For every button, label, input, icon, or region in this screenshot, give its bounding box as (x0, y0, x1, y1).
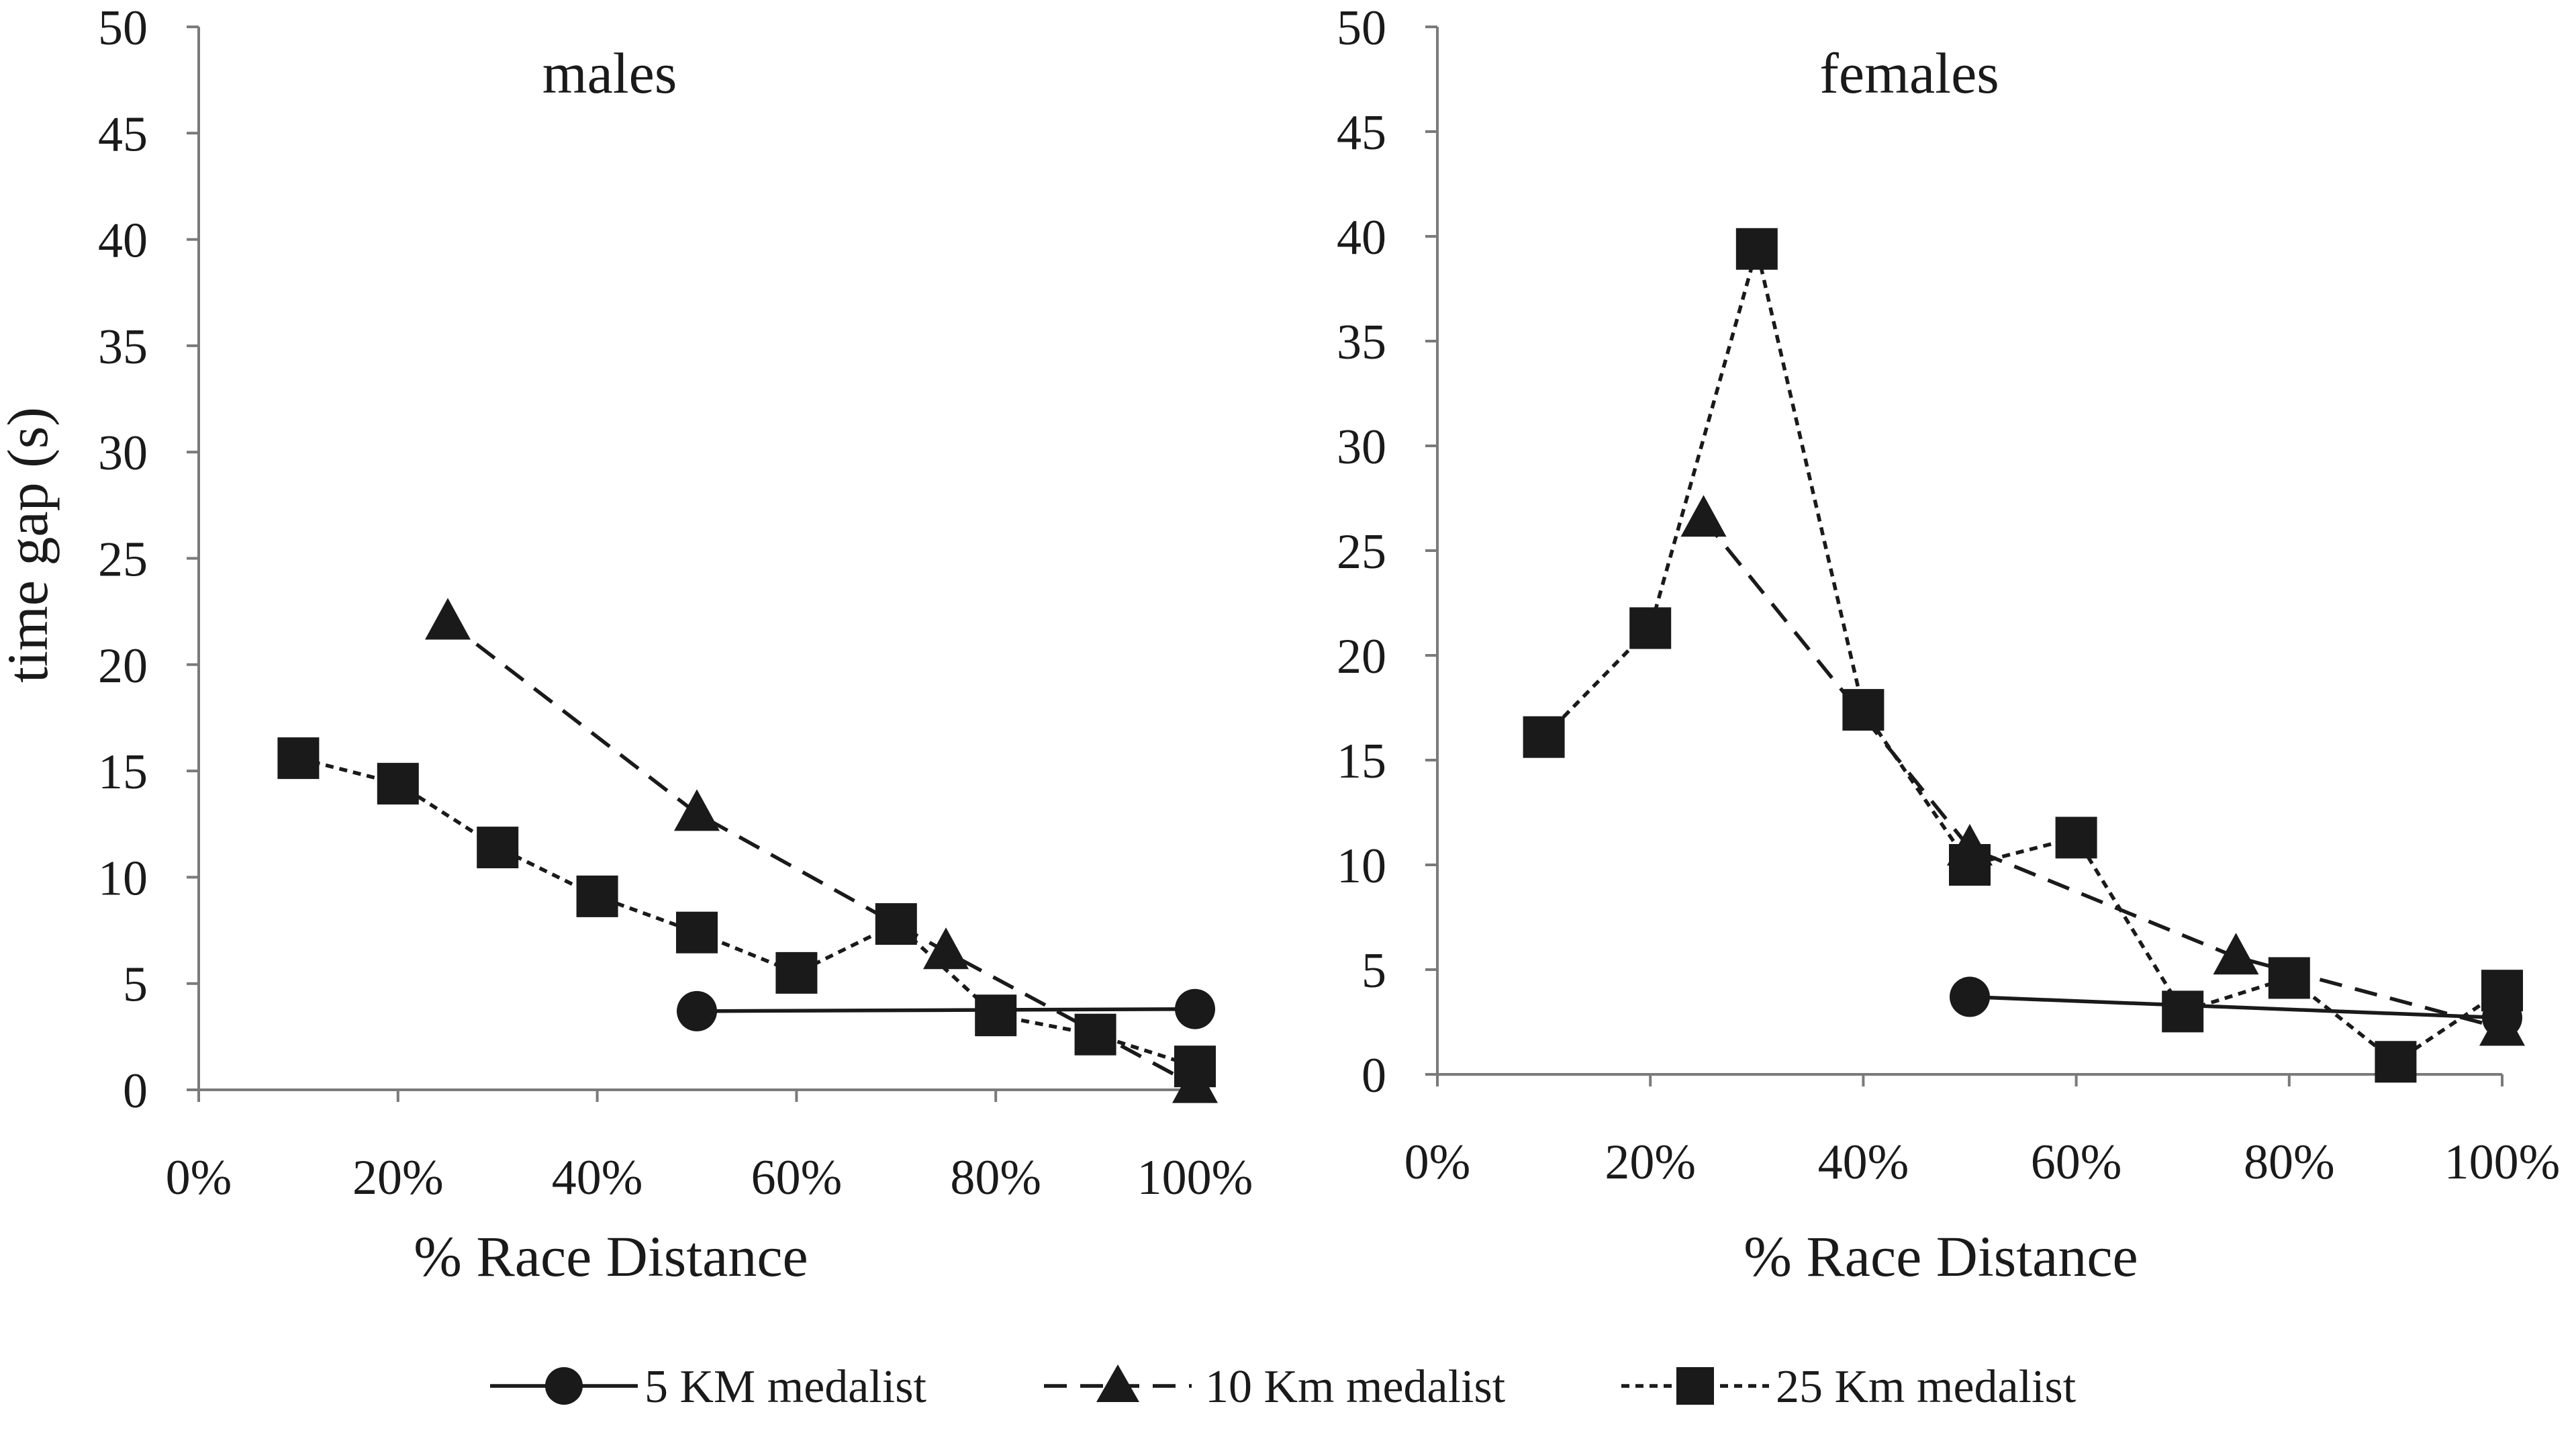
females-panel-title: females (1819, 41, 1999, 105)
males-y-tick-label: 10 (98, 851, 148, 906)
males-x-tick-label: 80% (950, 1150, 1041, 1205)
females-point-25km (2162, 990, 2204, 1033)
females-point-5km (1950, 976, 1990, 1017)
females-point-25km (1949, 844, 1991, 886)
males-point-25km (1174, 1045, 1216, 1088)
males-y-tick-label: 25 (98, 532, 148, 588)
females-point-25km (1735, 228, 1778, 270)
males-point-10km (923, 927, 969, 970)
legend-item-5km: 5 KM medalist (490, 1361, 927, 1413)
males-y-tick-label: 50 (98, 1, 148, 56)
males-y-tick-label: 0 (123, 1064, 148, 1119)
females-y-tick-label: 25 (1337, 524, 1386, 579)
males-series-5km-line (696, 1007, 1196, 1013)
females-point-10km (1680, 495, 1727, 537)
males-x-axis-title: % Race Distance (414, 1224, 808, 1289)
females-y-tick-label: 20 (1337, 629, 1386, 684)
males-point-10km (425, 598, 471, 640)
males-y-tick-label: 5 (123, 958, 148, 1013)
females-point-25km (2375, 1041, 2417, 1083)
legend: 5 KM medalist 10 Km medalist 25 Km medal… (490, 1361, 2077, 1413)
males-point-25km (277, 737, 320, 780)
females-point-10km (2479, 1004, 2525, 1046)
legend-circle-marker (545, 1367, 583, 1405)
females-x-tick-label: 60% (2031, 1135, 2122, 1190)
males-point-25km (477, 827, 519, 869)
males-point-25km (1074, 1013, 1116, 1056)
females-y-tick-label: 0 (1362, 1048, 1386, 1103)
males-y-tick-label: 45 (98, 107, 148, 162)
y-axis-title: time gap (s) (0, 407, 60, 683)
females-series-10km-line (1702, 518, 2503, 1031)
males-x-tick-label: 20% (352, 1150, 444, 1205)
males-point-5km (677, 990, 717, 1031)
females-point-10km (2213, 933, 2259, 975)
females-point-25km (2481, 970, 2523, 1012)
females-y-tick-label: 30 (1337, 420, 1386, 475)
males-y-tick-label: 15 (98, 745, 148, 800)
legend-item-25km: 25 Km medalist (1621, 1361, 2077, 1413)
females-point-25km (1842, 689, 1885, 731)
legend-triangle-marker (1096, 1364, 1139, 1402)
females-y-tick-label: 15 (1337, 734, 1386, 789)
females-series-5km-line (1969, 994, 2503, 1020)
females-y-tick-label: 45 (1337, 105, 1386, 160)
females-point-25km (1629, 607, 1672, 649)
females-point-25km (1523, 716, 1565, 758)
males-panel-title: males (542, 41, 677, 105)
females-y-tick-label: 40 (1337, 210, 1386, 265)
females-y-tick-label: 10 (1337, 839, 1386, 894)
females-x-axis-title: % Race Distance (1744, 1224, 2138, 1289)
males-point-25km (377, 763, 419, 805)
males-x-tick-label: 60% (751, 1150, 843, 1205)
males-point-25km (775, 951, 818, 994)
males-x-tick-label: 40% (552, 1150, 643, 1205)
females-y-tick-label: 35 (1337, 315, 1386, 370)
males-series-25km-line (297, 756, 1196, 1068)
males-point-5km (1175, 988, 1215, 1029)
females-x-tick-label: 100% (2444, 1135, 2561, 1190)
females-y-tick-label: 5 (1362, 943, 1386, 998)
males-point-10km (674, 789, 720, 831)
females-x-tick-label: 20% (1605, 1135, 1696, 1190)
males-y-tick-label: 35 (98, 320, 148, 375)
legend-label-5km: 5 KM medalist (645, 1361, 927, 1413)
males-point-25km (576, 875, 618, 917)
males-series-10km-line (446, 620, 1196, 1088)
males-point-25km (875, 903, 917, 945)
females-point-25km (2268, 957, 2310, 999)
males-y-tick-label: 20 (98, 639, 148, 694)
females-point-25km (2055, 817, 2097, 859)
females-y-tick-label: 50 (1337, 1, 1386, 56)
males-panel: males % Race Distance time gap (s) 0 5 10 1… (0, 1, 1253, 1289)
females-x-tick-label: 40% (1818, 1135, 1909, 1190)
legend-label-25km: 25 Km medalist (1776, 1361, 2077, 1413)
males-x-tick-label: 0% (166, 1150, 232, 1205)
males-y-tick-label: 30 (98, 426, 148, 481)
females-x-tick-label: 80% (2244, 1135, 2335, 1190)
legend-square-marker (1676, 1367, 1714, 1405)
females-panel: females % Race Distance 0 5 10 15 20 25 30 35 40… (1337, 1, 2560, 1289)
males-x-tick-label: 100% (1137, 1150, 1253, 1205)
females-series-25km-line (1542, 248, 2503, 1064)
females-x-tick-label: 0% (1404, 1135, 1471, 1190)
legend-item-10km: 10 Km medalist (1044, 1361, 1506, 1413)
legend-label-10km: 10 Km medalist (1205, 1361, 1506, 1413)
males-y-tick-label: 40 (98, 214, 148, 269)
males-point-25km (975, 994, 1017, 1037)
males-point-25km (676, 911, 718, 954)
